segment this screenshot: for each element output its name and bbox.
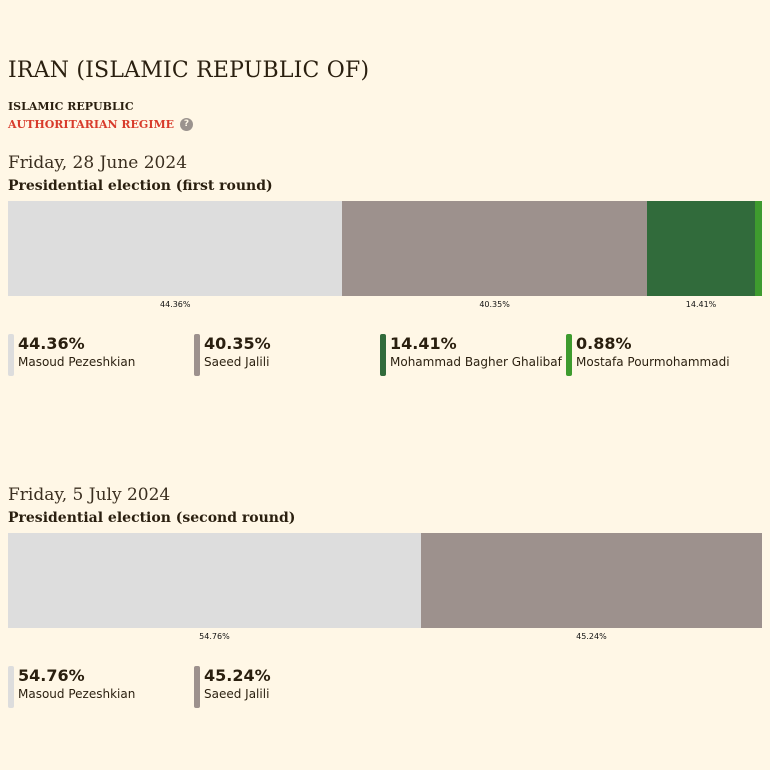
election-date: Friday, 5 July 2024 (8, 485, 171, 505)
legend: 54.76% Masoud Pezeshkian 45.24% Saeed Jalil… (8, 666, 762, 717)
legend-swatch (194, 666, 200, 708)
legend-item: 45.24% Saeed Jalili (194, 666, 380, 708)
legend-text: 40.35% Saeed Jalili (200, 334, 271, 376)
legend-candidate-name: Masoud Pezeshkian (18, 687, 136, 701)
bar-segment (342, 201, 647, 296)
legend-item: 44.36% Masoud Pezeshkian (8, 334, 194, 376)
results-bar (8, 201, 762, 296)
legend: 44.36% Masoud Pezeshkian 40.35% Saeed Jalil… (8, 334, 762, 385)
legend-candidate-name: Saeed Jalili (204, 687, 270, 701)
legend-text: 54.76% Masoud Pezeshkian (14, 666, 135, 708)
legend-text: 44.36% Masoud Pezeshkian (14, 334, 135, 376)
results-bar (8, 533, 762, 628)
legend-item: 40.35% Saeed Jalili (194, 334, 380, 376)
legend-percentage: 45.24% (204, 666, 271, 685)
election-first-round: Friday, 28 June 2024 Presidential electi… (8, 150, 762, 385)
election-title: Presidential election (second round) (8, 510, 296, 526)
bar-segment (755, 201, 762, 296)
bar-value-label: 45.24% (576, 632, 607, 641)
legend-swatch (566, 334, 572, 376)
bar-labels: 54.76% 45.24% (8, 632, 762, 646)
bar-segment (8, 533, 421, 628)
bar-value-label: 40.35% (479, 300, 510, 309)
legend-percentage: 40.35% (204, 334, 271, 353)
legend-swatch (380, 334, 386, 376)
legend-text: 14.41% Mohammad Bagher Ghalibaf (386, 334, 562, 376)
legend-item: 0.88% Mostafa Pourmohammadi (566, 334, 752, 376)
country-title: IRAN (ISLAMIC REPUBLIC OF) (8, 58, 370, 83)
legend-candidate-name: Masoud Pezeshkian (18, 355, 136, 369)
legend-percentage: 54.76% (18, 666, 85, 685)
regime-type: ISLAMIC REPUBLIC (8, 100, 134, 113)
legend-item: 14.41% Mohammad Bagher Ghalibaf (380, 334, 566, 376)
bar-segment (420, 533, 762, 628)
election-date: Friday, 28 June 2024 (8, 153, 188, 173)
legend-candidate-name: Mostafa Pourmohammadi (576, 355, 730, 369)
election-second-round: Friday, 5 July 2024 Presidential electio… (8, 482, 762, 717)
legend-swatch (194, 334, 200, 376)
bar-labels: 44.36% 40.35% 14.41% (8, 300, 762, 314)
bar-value-label: 54.76% (199, 632, 230, 641)
legend-percentage: 14.41% (390, 334, 457, 353)
bar-value-label: 14.41% (685, 300, 717, 309)
regime-class: AUTHORITARIAN REGIME ? (8, 118, 194, 131)
legend-percentage: 44.36% (18, 334, 85, 353)
legend-swatch (8, 334, 14, 376)
bar-segment (8, 201, 343, 296)
legend-text: 0.88% Mostafa Pourmohammadi (572, 334, 730, 376)
bar-value-label: 44.36% (159, 300, 191, 309)
legend-text: 45.24% Saeed Jalili (200, 666, 271, 708)
legend-item: 54.76% Masoud Pezeshkian (8, 666, 194, 708)
question-mark-icon[interactable]: ? (180, 118, 194, 131)
election-title: Presidential election (first round) (8, 178, 273, 194)
legend-candidate-name: Mohammad Bagher Ghalibaf (390, 355, 562, 369)
legend-swatch (8, 666, 14, 708)
regime-class-label: AUTHORITARIAN REGIME (8, 118, 175, 131)
legend-candidate-name: Saeed Jalili (204, 355, 270, 369)
legend-percentage: 0.88% (576, 334, 632, 353)
bar-segment (646, 201, 756, 296)
